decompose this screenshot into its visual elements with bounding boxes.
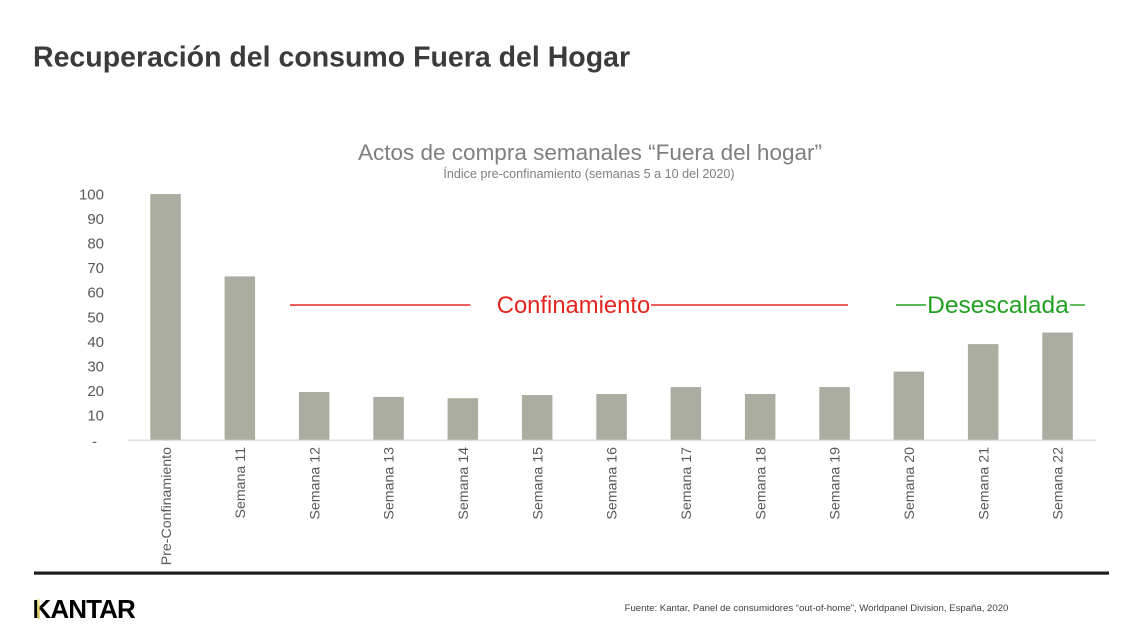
svg-text:Semana 12: Semana 12: [307, 447, 323, 520]
svg-text:Semana 14: Semana 14: [456, 447, 472, 520]
svg-text:-: -: [92, 433, 97, 450]
svg-text:Índice pre-confinamiento (sema: Índice pre-confinamiento (semanas 5 a 10…: [443, 166, 734, 181]
svg-text:70: 70: [87, 260, 104, 277]
svg-text:20: 20: [87, 383, 104, 400]
svg-text:Desescalada: Desescalada: [927, 292, 1069, 319]
svg-text:Recuperación del consumo Fuera: Recuperación del consumo Fuera del Hogar: [33, 41, 630, 73]
svg-text:Semana 18: Semana 18: [753, 447, 769, 520]
svg-text:30: 30: [87, 359, 104, 376]
svg-text:KANTAR: KANTAR: [33, 594, 137, 624]
svg-text:Semana 20: Semana 20: [902, 447, 918, 520]
svg-text:Confinamiento: Confinamiento: [497, 292, 650, 319]
svg-text:Pre-Confinamiento: Pre-Confinamiento: [159, 447, 175, 565]
svg-text:Semana 11: Semana 11: [233, 447, 249, 519]
svg-text:Semana 16: Semana 16: [605, 447, 621, 520]
svg-text:90: 90: [87, 211, 104, 228]
svg-text:50: 50: [87, 309, 104, 326]
svg-text:80: 80: [87, 236, 104, 253]
svg-text:Fuente: Kantar, Panel de consu: Fuente: Kantar, Panel de consumidores “o…: [625, 603, 1009, 614]
svg-text:10: 10: [87, 408, 104, 425]
svg-text:Semana 19: Semana 19: [828, 447, 844, 520]
svg-text:Semana 13: Semana 13: [382, 447, 398, 520]
svg-text:Semana 21: Semana 21: [976, 447, 992, 520]
svg-text:Semana 17: Semana 17: [679, 447, 695, 520]
svg-text:Actos de compra semanales “Fue: Actos de compra semanales “Fuera del hog…: [358, 140, 822, 165]
svg-text:Semana 22: Semana 22: [1051, 447, 1067, 520]
svg-text:Semana 15: Semana 15: [530, 447, 546, 520]
svg-text:40: 40: [87, 334, 104, 351]
svg-text:60: 60: [87, 285, 104, 302]
svg-text:100: 100: [79, 186, 104, 203]
